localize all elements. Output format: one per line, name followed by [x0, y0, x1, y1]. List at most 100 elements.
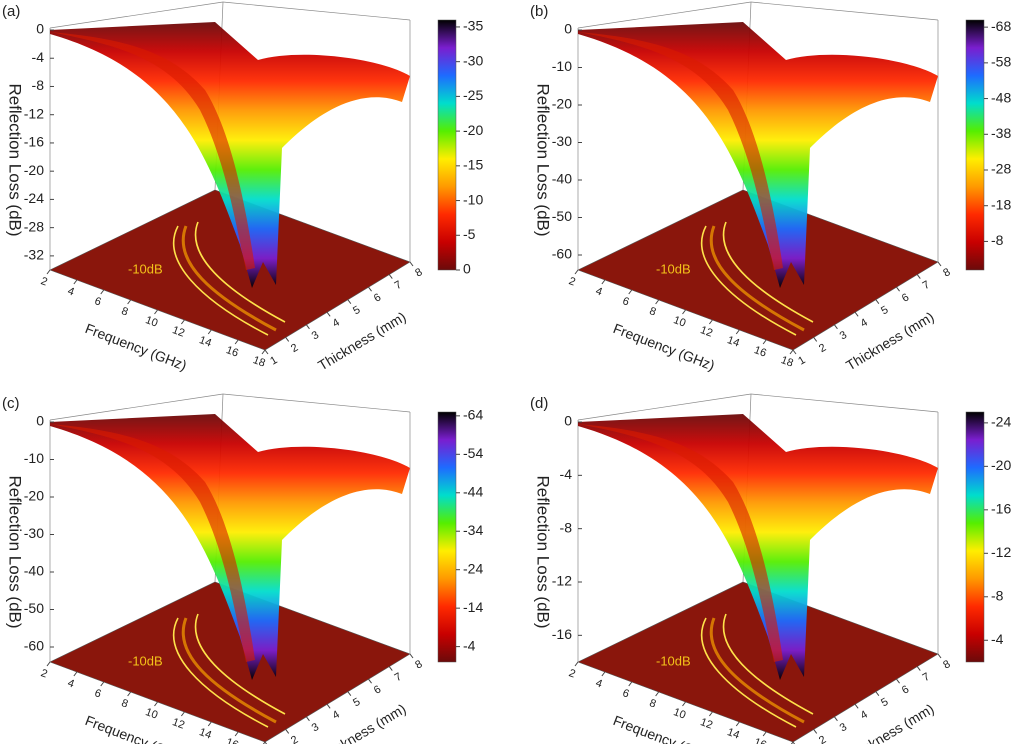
- x-tick-label: 8: [120, 305, 130, 318]
- colorbar-tick-label: -5: [463, 226, 476, 242]
- x-tick-label: 14: [725, 726, 741, 741]
- box-edge: [750, 1, 939, 21]
- z-tick-label: -30: [24, 525, 44, 541]
- z-tick-label: -20: [24, 488, 44, 504]
- y-tick-label: 7: [921, 671, 932, 684]
- y-tick-label: 8: [413, 266, 424, 279]
- y-tick: [875, 691, 880, 697]
- z-tick-label: -10: [24, 450, 44, 466]
- x-tick-label: 2: [567, 667, 577, 680]
- x-tick: [207, 329, 212, 335]
- contour: [172, 617, 269, 728]
- colorbar-tick-label: -58: [991, 54, 1011, 70]
- x-tick-label: 10: [672, 706, 688, 721]
- y-tick-label: 6: [900, 291, 911, 304]
- colorbar-tick-label: -34: [463, 522, 483, 538]
- panel: (c) Reflection Loss (dB) -10dB 0 -10 -20 -30 -4…: [2, 393, 483, 744]
- y-tick-label: 2: [289, 734, 300, 744]
- z-tick-label: -16: [24, 134, 44, 150]
- y-tick: [937, 653, 942, 659]
- box-edge: [49, 1, 224, 29]
- z-tick-label: -16: [552, 626, 572, 642]
- contour-band: [709, 617, 805, 724]
- y-tick-label: 5: [351, 696, 362, 709]
- colorbar-tick-label: -68: [991, 18, 1011, 34]
- contour: [194, 221, 286, 323]
- z-tick-label: 0: [564, 21, 572, 37]
- y-tick: [813, 337, 818, 342]
- x-tick: [100, 289, 105, 295]
- colorbar-tick-label: -8: [991, 232, 1004, 248]
- x-tick-label: 2: [39, 667, 49, 680]
- colorbar-tick-label: -4: [991, 631, 1004, 647]
- panel-label: (d): [530, 395, 548, 412]
- panel-label: (b): [530, 3, 548, 20]
- x-tick-label: 14: [725, 334, 741, 349]
- z-tick-label: -40: [552, 171, 572, 187]
- box-edge: [577, 1, 752, 29]
- colorbar-tick-label: -20: [463, 122, 483, 138]
- x-tick-label: 8: [648, 305, 658, 318]
- y-tick: [264, 741, 268, 744]
- x-tick-label: 6: [621, 295, 631, 308]
- y-tick-label: 5: [879, 696, 890, 709]
- box-edge: [750, 393, 939, 413]
- z-tick-label: 0: [564, 413, 572, 429]
- y-tick: [875, 299, 880, 305]
- x-tick: [708, 711, 713, 717]
- y-tick: [916, 274, 921, 279]
- y-tick-label: 4: [858, 316, 869, 329]
- x-tick-label: 10: [672, 314, 688, 329]
- x-tick-label: 4: [594, 285, 604, 298]
- z-axis-title: Reflection Loss (dB): [534, 475, 553, 628]
- x-tick: [262, 741, 266, 744]
- z-tick-label: -8: [32, 77, 45, 93]
- z-tick-label: 0: [36, 413, 44, 429]
- x-tick: [628, 681, 633, 687]
- colorbar-tick-label: -15: [463, 157, 483, 173]
- colorbar-tick-label: -4: [463, 637, 476, 653]
- x-tick-label: 18: [251, 354, 267, 369]
- annotation: -10dB: [656, 261, 691, 276]
- y-tick: [854, 703, 859, 709]
- x-tick-label: 12: [171, 716, 187, 731]
- z-tick-label: -50: [552, 208, 572, 224]
- y-tick: [306, 716, 310, 722]
- colorbar: [965, 19, 985, 271]
- x-tick-label: 4: [66, 677, 76, 690]
- x-tick: [789, 349, 794, 355]
- annotation: -10dB: [128, 261, 163, 276]
- z-tick-label: -8: [560, 519, 573, 535]
- z-tick-label: -32: [24, 247, 44, 263]
- surface-front: [50, 424, 255, 662]
- colorbar-tick-label: -30: [463, 52, 483, 68]
- x-tick: [73, 279, 78, 285]
- colorbar-tick-label: -18: [991, 196, 1011, 212]
- x-tick-label: 6: [621, 687, 631, 700]
- y-tick-label: 7: [921, 279, 932, 292]
- y-tick-label: 5: [879, 304, 890, 317]
- colorbar-tick-label: -12: [991, 544, 1011, 560]
- y-tick: [792, 349, 797, 355]
- x-tick-label: 10: [144, 706, 160, 721]
- y-tick-label: 4: [858, 708, 869, 721]
- annotation: -10dB: [128, 653, 163, 668]
- annotation: -10dB: [656, 653, 691, 668]
- x-tick: [73, 671, 78, 677]
- contour: [722, 221, 814, 323]
- y-tick: [896, 286, 900, 292]
- x-tick-label: 16: [224, 736, 240, 744]
- y-tick-label: 3: [838, 721, 849, 734]
- x-tick: [735, 329, 740, 335]
- y-tick: [326, 703, 331, 709]
- box-edge: [222, 1, 411, 21]
- surface-front: [578, 424, 783, 662]
- contour: [172, 225, 269, 336]
- y-tick: [792, 741, 796, 744]
- y-tick-label: 7: [393, 671, 404, 684]
- x-tick: [100, 681, 105, 687]
- x-tick: [154, 701, 158, 707]
- z-tick-label: -28: [24, 218, 44, 234]
- z-tick-label: -12: [24, 105, 44, 121]
- colorbar: [437, 411, 457, 663]
